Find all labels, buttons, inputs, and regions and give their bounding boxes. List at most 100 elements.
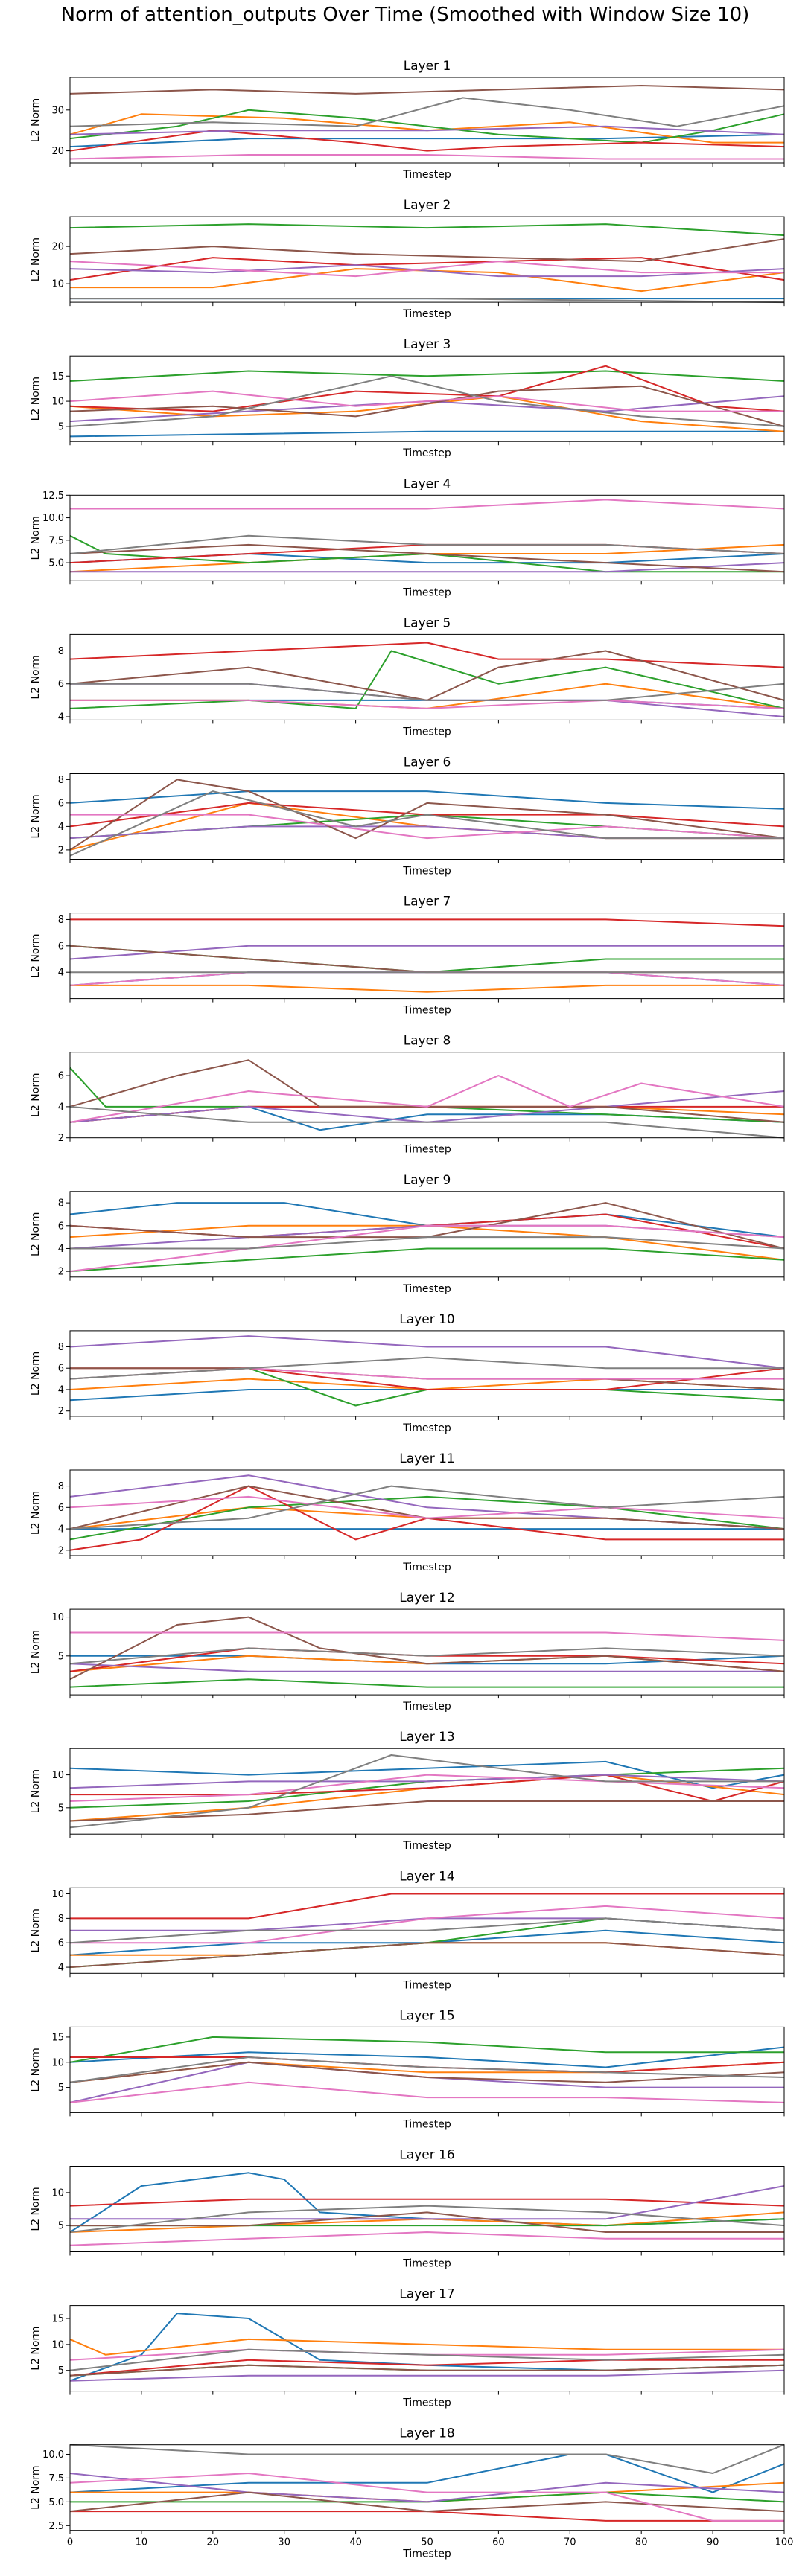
y-tick-label: 5: [58, 2221, 64, 2232]
plot-frame: [69, 1052, 785, 1139]
x-axis-label: Timestep: [402, 1005, 451, 1017]
series-line-1: [69, 2313, 785, 2382]
x-tick-label: 100: [775, 2537, 794, 2548]
y-tick-label: 4: [58, 712, 64, 723]
series-line-4: [70, 918, 785, 927]
series-line-1: [69, 133, 785, 148]
series-line-1: [69, 430, 784, 438]
plot-frame: [69, 1748, 785, 1835]
subplot-title: Layer 9: [404, 1173, 451, 1188]
y-axis-label: L2 Norm: [30, 1491, 42, 1535]
y-tick-label: 15: [51, 2314, 64, 2325]
plot-frame: [69, 1330, 785, 1417]
x-tick-label: 80: [635, 2537, 648, 2548]
subplot-layer-8: Layer 8 2 4 6 Timestep L2 Norm: [30, 1034, 785, 1156]
x-tick-label: 30: [278, 2537, 290, 2548]
series-line-5: [69, 825, 784, 840]
x-axis-label: Timestep: [402, 866, 451, 878]
subplot-layer-2: Layer 2 10 20 Timestep L2 Norm: [30, 198, 785, 320]
y-tick-label: 4: [58, 968, 64, 979]
series-line-6: [69, 1616, 785, 1681]
series-line-7: [69, 2081, 785, 2103]
series-line-5: [70, 562, 785, 573]
y-tick-label: 5: [58, 2365, 64, 2377]
series-line-6: [69, 779, 785, 851]
subplot-title: Layer 14: [399, 1869, 454, 1884]
y-tick-label: 6: [58, 1221, 64, 1232]
y-tick-label: 12.5: [42, 490, 64, 502]
series-line-4: [69, 2359, 784, 2377]
subplot-title: Layer 18: [399, 2426, 454, 2441]
x-tick-label: 10: [136, 2537, 148, 2548]
series-line-7: [69, 390, 784, 412]
y-tick-label: 7.5: [48, 2473, 64, 2484]
series-line-7: [70, 1905, 785, 1944]
series-line-8: [70, 1236, 785, 1250]
y-tick-label: 10: [51, 397, 64, 408]
y-tick-label: 2: [58, 1133, 64, 1144]
subplot-layer-13: Layer 13 5 10 Timestep L2 Norm: [30, 1730, 785, 1852]
series-line-6: [69, 543, 785, 573]
plot-frame: [69, 1469, 785, 1556]
x-axis-label: Timestep: [402, 2548, 451, 2560]
x-axis-label: Timestep: [402, 1979, 451, 1991]
subplot-layer-6: Layer 6 2 4 6 8 Timestep L2 Norm: [30, 755, 785, 878]
y-tick-label: 2: [58, 1406, 64, 1417]
series-line-5: [69, 1335, 785, 1370]
series-line-6: [69, 650, 785, 701]
subplot-title: Layer 15: [399, 2008, 454, 2023]
series-line-5: [69, 264, 785, 278]
y-tick-label: 20: [51, 242, 64, 253]
y-axis-label: L2 Norm: [30, 98, 42, 142]
y-tick-label: 8: [58, 1914, 64, 1925]
series-line-7: [69, 1224, 785, 1273]
y-tick-label: 5: [58, 421, 64, 432]
y-tick-label: 6: [58, 1071, 64, 1082]
x-axis-label: Timestep: [402, 2397, 451, 2409]
y-tick-label: 4: [58, 1963, 64, 1974]
series-line-8: [69, 1356, 784, 1380]
subplot-layer-17: Layer 17 5 10 15 Timestep L2 Norm: [30, 2287, 785, 2409]
series-line-4: [69, 642, 785, 668]
y-axis-label: L2 Norm: [30, 1630, 42, 1674]
series-line-8: [69, 1105, 785, 1139]
series-line-7: [70, 1631, 785, 1641]
series-line-7: [70, 814, 785, 840]
y-axis-label: L2 Norm: [30, 1908, 42, 1952]
y-tick-label: 8: [58, 1198, 64, 1209]
y-tick-label: 4: [58, 1384, 64, 1396]
x-tick-label: 40: [349, 2537, 362, 2548]
y-tick-label: 10: [51, 1770, 64, 1781]
y-tick-label: 4: [58, 1244, 64, 1255]
y-tick-label: 10: [51, 279, 64, 290]
series-line-3: [69, 1678, 784, 1688]
x-tick-label: 70: [564, 2537, 576, 2548]
subplot-title: Layer 8: [404, 1034, 451, 1049]
series-line-7: [69, 971, 785, 986]
x-tick-label: 90: [707, 2537, 719, 2548]
subplot-title: Layer 2: [404, 198, 451, 213]
series-line-7: [69, 1075, 785, 1123]
series-line-3: [69, 1367, 785, 1407]
series-line-8: [69, 375, 785, 427]
series-line-8: [69, 1917, 785, 1944]
y-axis-label: L2 Norm: [30, 1352, 42, 1396]
series-line-8: [69, 2205, 785, 2233]
series-line-8: [69, 2056, 785, 2083]
series-line-8: [70, 298, 785, 304]
subplot-title: Layer 13: [399, 1730, 454, 1745]
series-line-6: [69, 1059, 785, 1123]
series-line-2: [69, 2061, 785, 2083]
y-tick-label: 2: [58, 845, 64, 856]
x-axis-label: Timestep: [402, 447, 451, 459]
x-tick-label: 20: [207, 2537, 220, 2548]
series-line-2: [69, 2338, 784, 2356]
series-line-5: [69, 1663, 784, 1672]
subplot-title: Layer 3: [404, 337, 451, 352]
series-line-5: [69, 2369, 785, 2382]
plot-frame: [69, 2444, 785, 2531]
series-line-3: [69, 1247, 785, 1273]
series-line-3: [69, 223, 785, 237]
series-line-3: [69, 370, 785, 382]
y-tick-label: 4: [58, 822, 64, 833]
